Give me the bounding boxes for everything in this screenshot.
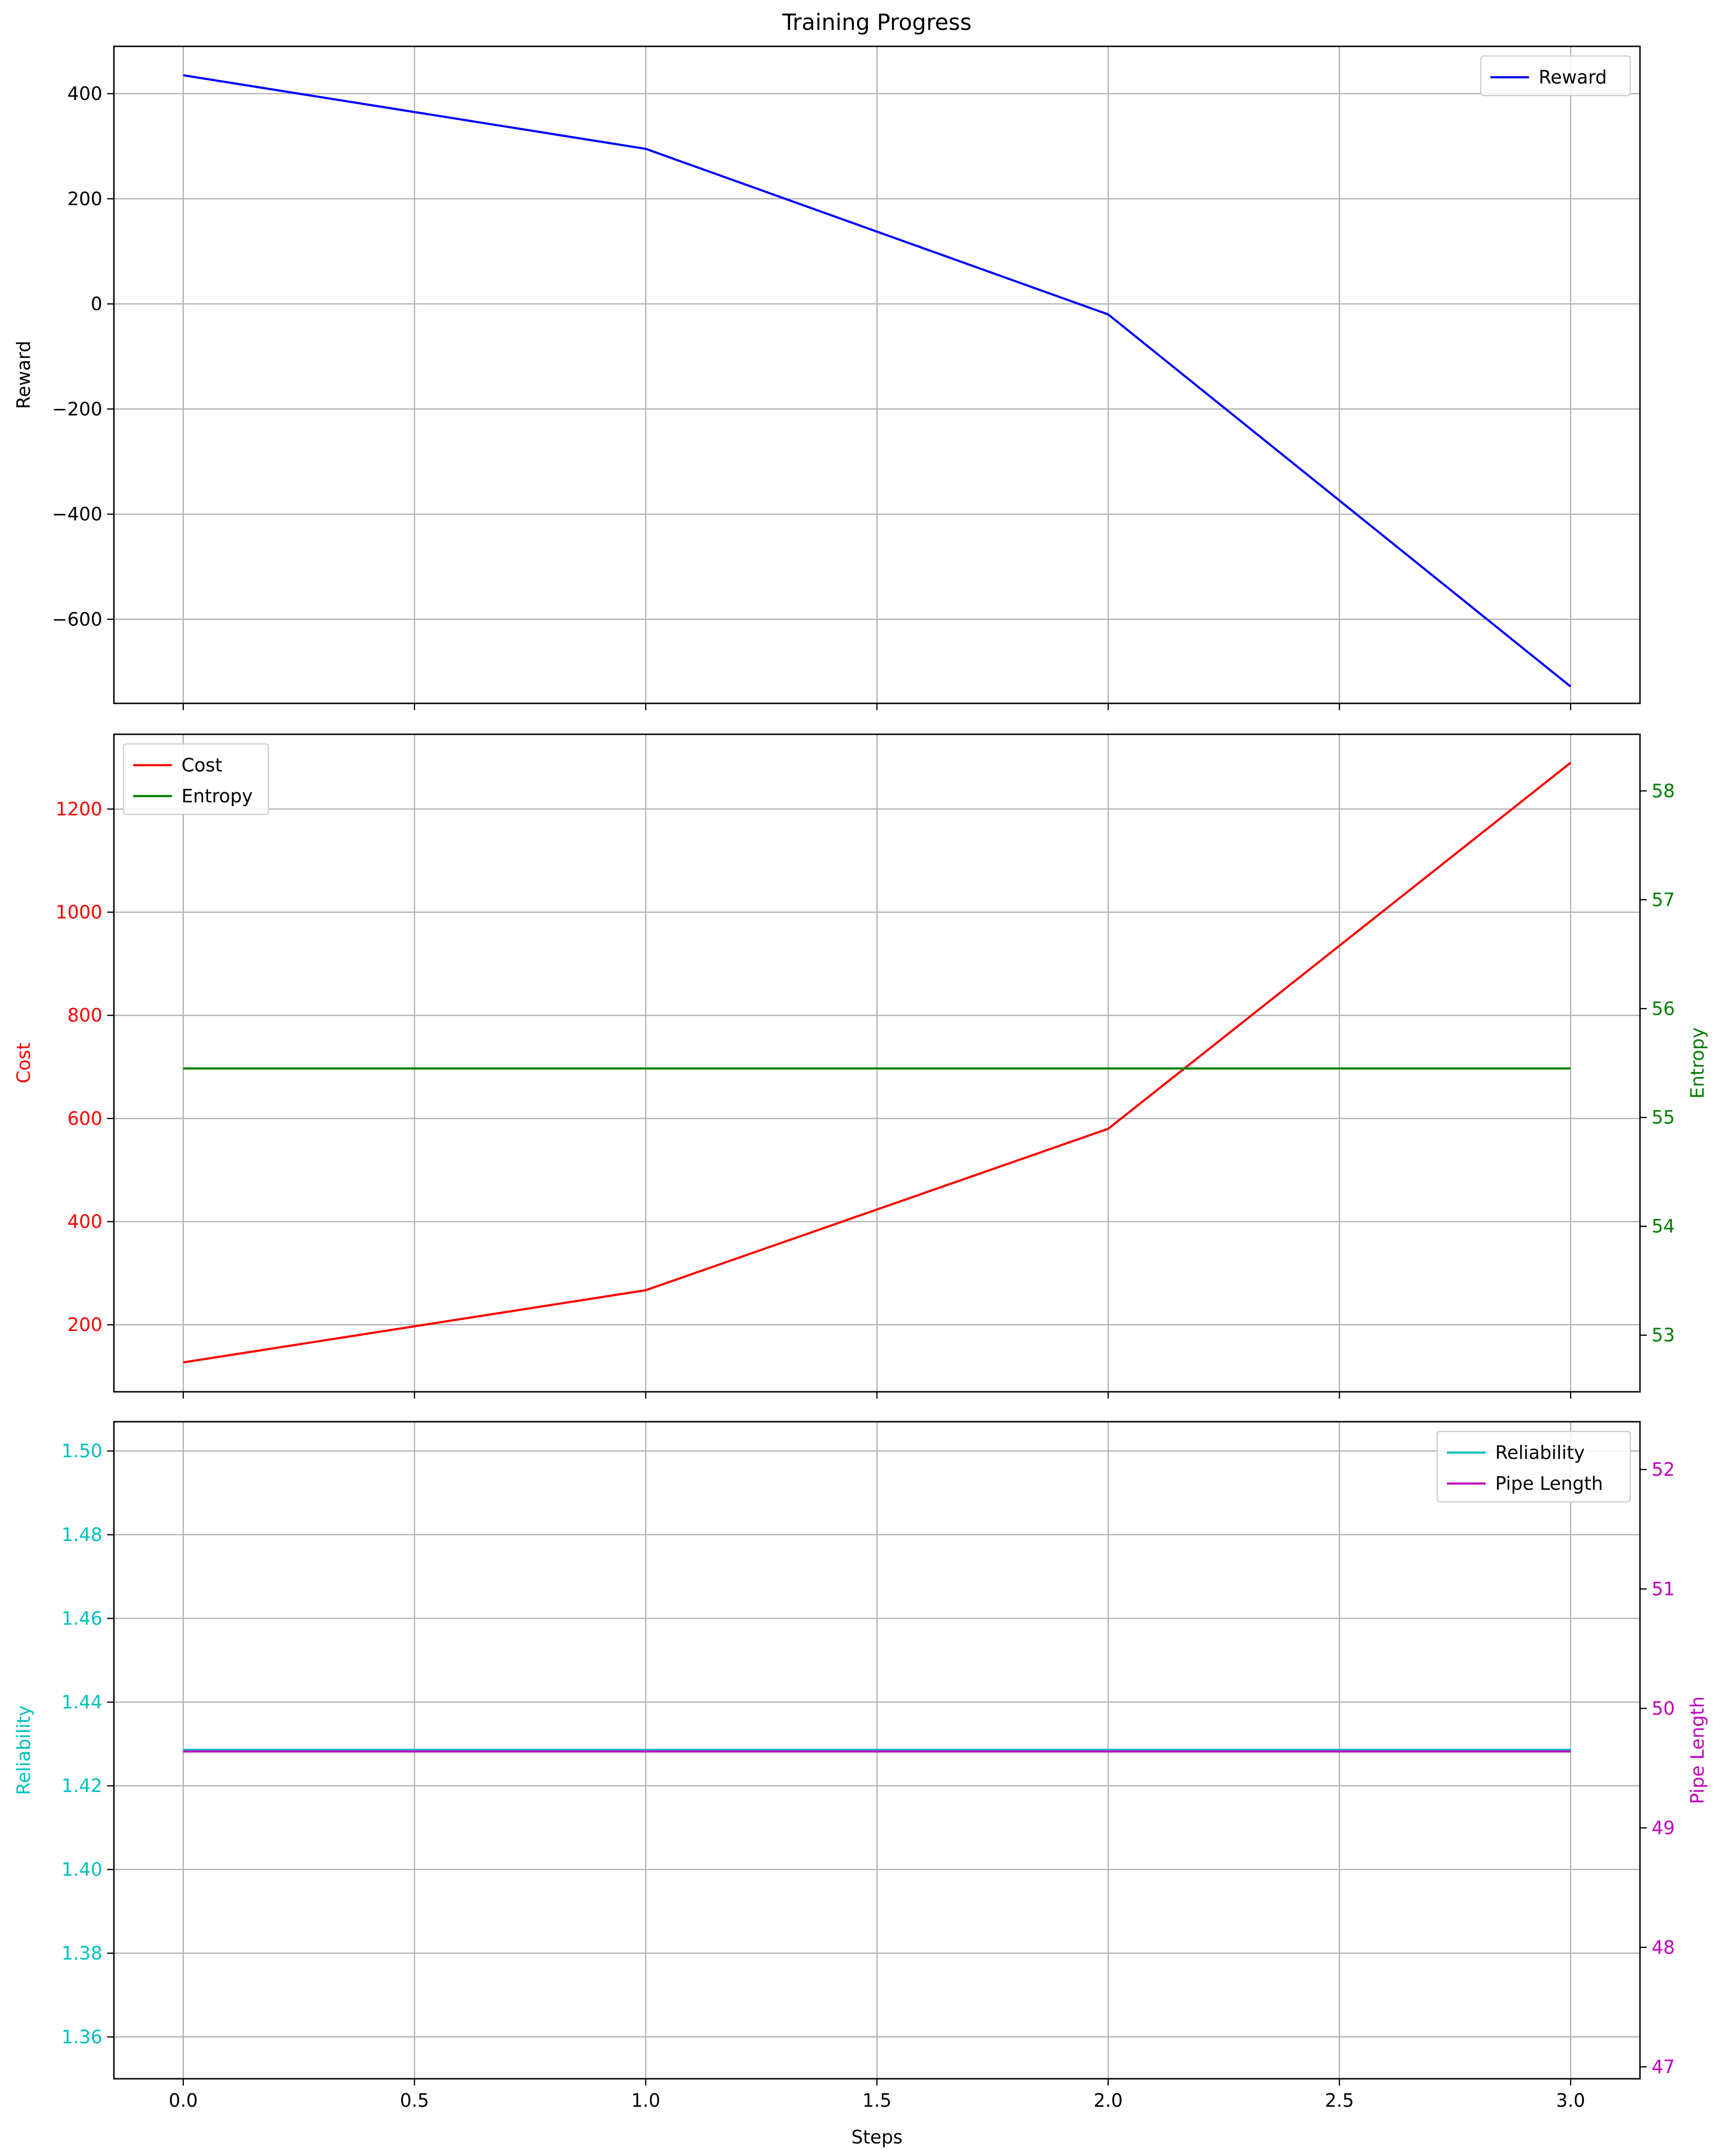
x-tick-label: 1.0 <box>631 2090 660 2111</box>
right-tick-label: 58 <box>1652 780 1675 801</box>
right-tick-label: 47 <box>1652 2056 1675 2077</box>
x-tick-label: 0.5 <box>400 2090 429 2111</box>
panel-2: 200 400 600 800 1000 1200 Cost 53 54 55 56 57 58 Entr… <box>13 733 1708 1399</box>
panel-3: 0.0 0.5 1.0 1.5 2.0 2.5 3.0 1.36 1.38 1.40 1.42 1.4… <box>13 1421 1708 2111</box>
left-tick-label: 0 <box>91 294 102 315</box>
left-axis-label: Reliability <box>13 1706 34 1795</box>
legend-entry-label: Entropy <box>181 785 253 807</box>
axes-frame <box>113 45 1641 704</box>
legend-entry-label: Pipe Length <box>1495 1473 1603 1494</box>
right-tick-label: 50 <box>1652 1698 1675 1719</box>
legend-box <box>1480 55 1631 97</box>
left-tick-label: 1.36 <box>61 2026 102 2047</box>
chart-panels: 400 200 0 −200 −400 −600 Reward Reward 200 400 600… <box>13 45 1708 2111</box>
right-tick-label: 54 <box>1652 1216 1675 1237</box>
legend-entry-label: Reliability <box>1495 1442 1585 1463</box>
legend: Reliability Pipe Length <box>1436 1430 1631 1503</box>
axes-frame <box>113 1421 1641 2080</box>
right-tick-label: 51 <box>1652 1578 1675 1599</box>
left-tick-label: 400 <box>67 1211 102 1232</box>
x-tick-label: 2.5 <box>1325 2090 1354 2111</box>
legend: Cost Entropy <box>123 743 269 815</box>
x-tick-label: 2.0 <box>1094 2090 1123 2111</box>
right-tick-label: 56 <box>1652 998 1675 1019</box>
left-axis-label: Reward <box>13 341 34 409</box>
left-tick-label: 1200 <box>56 798 102 820</box>
legend: Reward <box>1480 55 1631 97</box>
left-tick-label: −200 <box>52 398 102 420</box>
right-tick-label: 52 <box>1652 1459 1675 1480</box>
series-line-reward <box>183 74 1571 687</box>
left-tick-label: 400 <box>67 83 102 104</box>
left-tick-label: −400 <box>52 504 102 525</box>
x-axis-label: Steps <box>851 2127 903 2148</box>
x-tick-label: 1.5 <box>862 2090 891 2111</box>
axes-frame <box>113 733 1641 1393</box>
legend-entry-label: Cost <box>181 755 222 776</box>
right-tick-label: 48 <box>1652 1937 1675 1958</box>
left-tick-label: 1.50 <box>61 1441 102 1462</box>
left-axis-label: Cost <box>13 1043 34 1083</box>
left-tick-label: 1.38 <box>61 1943 102 1964</box>
right-tick-label: 49 <box>1652 1817 1675 1838</box>
figure-title: Training Progress <box>782 9 972 35</box>
right-tick-label: 57 <box>1652 889 1675 910</box>
left-tick-label: 1.46 <box>61 1608 102 1629</box>
left-tick-label: 600 <box>67 1108 102 1129</box>
x-tick-label: 3.0 <box>1556 2090 1585 2111</box>
left-tick-label: 800 <box>67 1005 102 1026</box>
legend-entry-label: Reward <box>1539 67 1607 88</box>
left-tick-label: 1.48 <box>61 1524 102 1545</box>
left-tick-label: −600 <box>52 609 102 630</box>
left-tick-label: 1.42 <box>61 1775 102 1796</box>
right-axis-label: Entropy <box>1687 1027 1708 1099</box>
left-tick-label: 1.40 <box>61 1859 102 1880</box>
left-tick-label: 200 <box>67 1314 102 1335</box>
left-tick-label: 1000 <box>56 902 102 923</box>
right-axis-label: Pipe Length <box>1687 1696 1708 1804</box>
panel-1: 400 200 0 −200 −400 −600 Reward Reward <box>13 45 1641 710</box>
left-tick-label: 200 <box>67 188 102 210</box>
series-line-cost <box>183 762 1571 1364</box>
right-tick-label: 53 <box>1652 1325 1675 1346</box>
right-tick-label: 55 <box>1652 1107 1675 1128</box>
left-tick-label: 1.44 <box>61 1692 102 1713</box>
x-tick-label: 0.0 <box>169 2090 198 2111</box>
